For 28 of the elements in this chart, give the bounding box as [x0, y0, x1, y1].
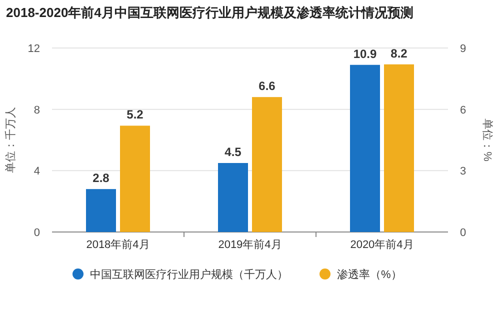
y-tick-label: 12	[28, 43, 40, 55]
y2-tick-label: 3	[460, 166, 466, 178]
data-label: 8.2	[390, 46, 408, 60]
data-label: 4.5	[224, 145, 242, 159]
x-tick-label: 2020年前4月	[350, 239, 414, 251]
data-label: 5.2	[126, 108, 144, 122]
legend-label: 中国互联网医疗行业用户规模（千万人）	[90, 268, 288, 281]
y2-tick-label: 9	[460, 43, 466, 55]
x-tick-label: 2019年前4月	[218, 239, 282, 251]
data-label: 10.9	[353, 46, 377, 61]
bar	[252, 97, 282, 232]
y-tick-label: 4	[34, 166, 40, 178]
bar	[350, 64, 380, 232]
y-tick-label: 8	[34, 104, 40, 116]
y2-tick-label: 6	[460, 104, 466, 116]
bar	[86, 189, 116, 232]
bar	[120, 126, 150, 232]
y-tick-label: 0	[34, 227, 40, 239]
y-axis-title: 单位：千万人	[4, 107, 17, 173]
data-label: 2.8	[92, 171, 110, 186]
bar	[384, 64, 414, 232]
data-label: 6.6	[258, 79, 276, 94]
y2-axis-title: 单位：%	[481, 118, 494, 162]
x-tick-label: 2018年前4月	[86, 239, 150, 251]
bar	[218, 163, 248, 232]
chart-title: 2018-2020年前4月中国互联网医疗行业用户规模及渗透率统计情况预测	[6, 5, 414, 20]
y2-tick-label: 0	[460, 227, 466, 239]
legend-label: 渗透率（%）	[337, 268, 402, 281]
